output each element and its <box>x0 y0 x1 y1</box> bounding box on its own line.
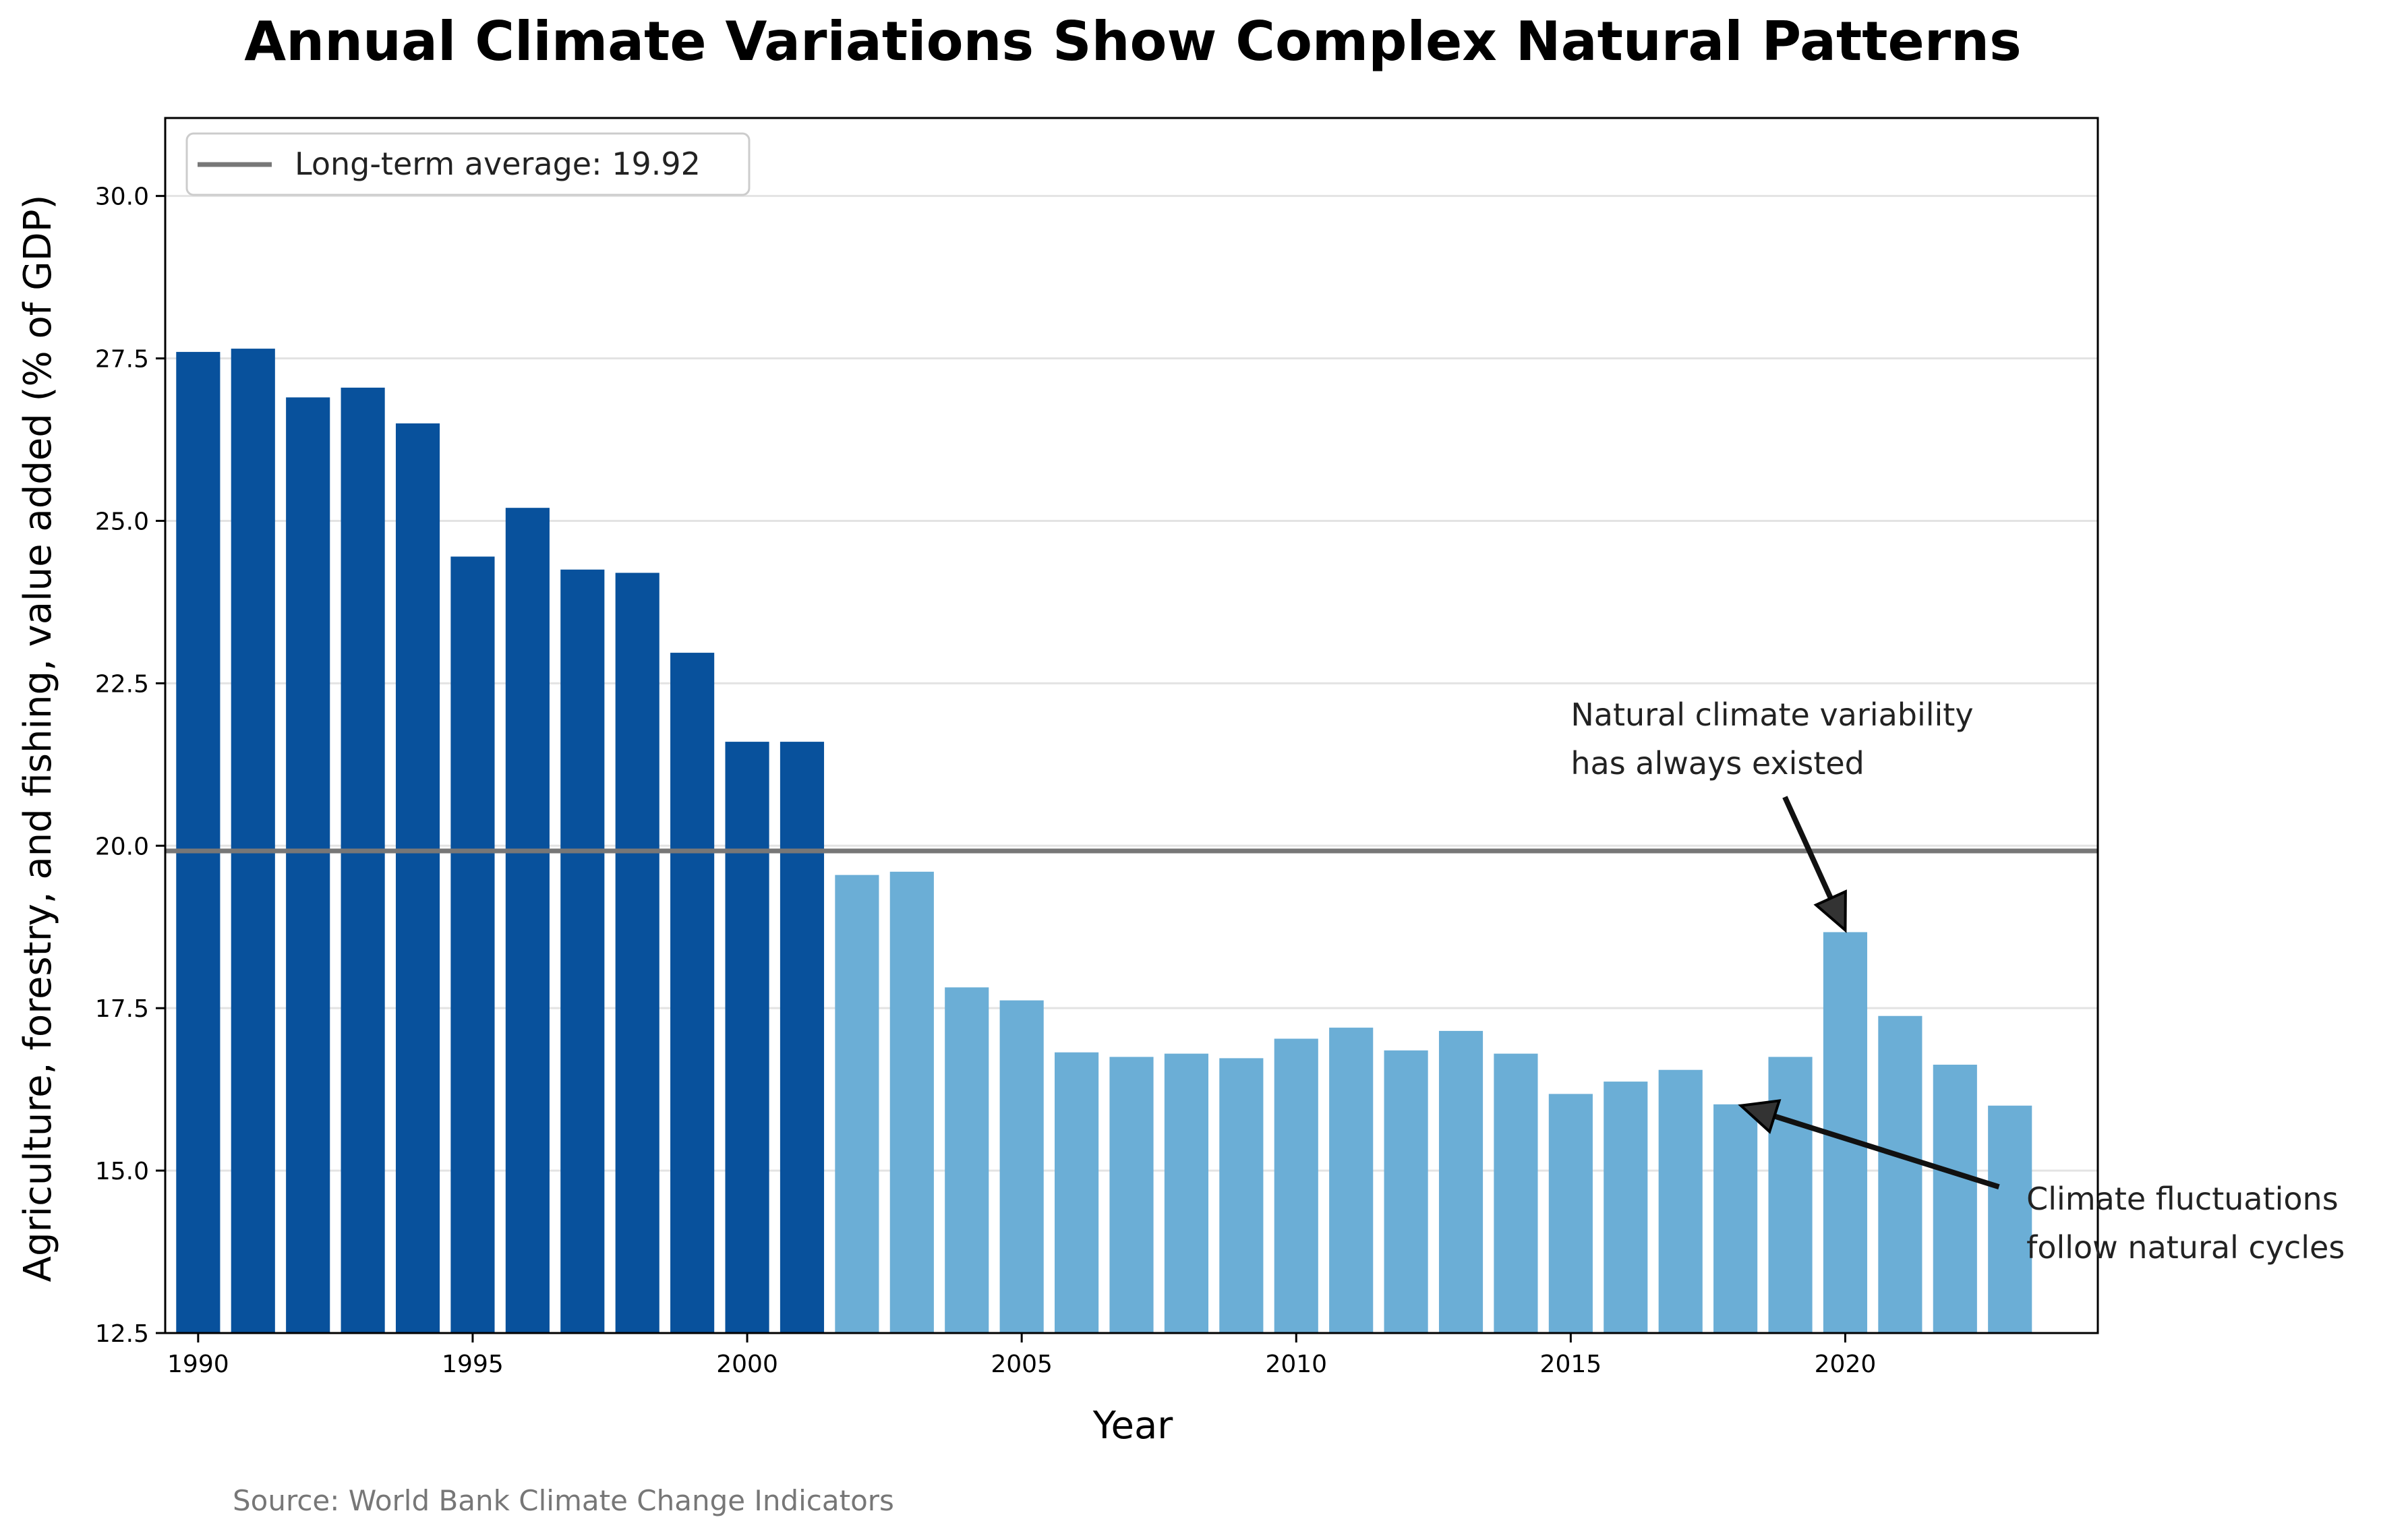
x-tick-label-2020: 2020 <box>1815 1351 1877 1378</box>
bar-2002 <box>835 875 879 1333</box>
bar-2005 <box>999 1000 1044 1333</box>
bar-1998 <box>615 572 659 1334</box>
annotation-2-line-1: Climate fluctuations <box>2026 1181 2339 1217</box>
bar-2013 <box>1438 1030 1484 1333</box>
bar-2019 <box>1768 1057 1813 1333</box>
x-tick-label-1990: 1990 <box>167 1351 229 1378</box>
bar-1990 <box>176 351 221 1333</box>
y-tick-label-15.0: 15.0 <box>95 1158 149 1185</box>
bar-2015 <box>1548 1094 1593 1333</box>
bar-2007 <box>1109 1057 1154 1333</box>
bar-2011 <box>1329 1028 1374 1333</box>
annotation-1-line-1: Natural climate variability <box>1570 697 1973 733</box>
bar-1992 <box>286 397 330 1333</box>
bar-2009 <box>1219 1058 1264 1333</box>
y-tick-label-20.0: 20.0 <box>95 833 149 860</box>
x-tick-label-1995: 1995 <box>442 1351 504 1378</box>
bar-1994 <box>395 423 440 1333</box>
legend-average-label: Long-term average: 19.92 <box>295 146 701 182</box>
bar-2023 <box>1988 1105 2032 1333</box>
y-axis-label: Agriculture, forestry, and fishing, valu… <box>16 195 60 1282</box>
annotation-arrow-shaft-1 <box>1782 796 1833 899</box>
y-tick-label-30.0: 30.0 <box>95 183 149 211</box>
legend-box <box>185 132 751 196</box>
bar-2012 <box>1384 1050 1428 1333</box>
bar-2018 <box>1713 1104 1758 1333</box>
annotation-2-line-2: follow natural cycles <box>2026 1229 2345 1266</box>
bar-2000 <box>725 742 769 1333</box>
bar-2006 <box>1055 1052 1099 1333</box>
y-tick-label-22.5: 22.5 <box>95 670 149 698</box>
bar-1993 <box>341 387 385 1333</box>
x-tick-label-2000: 2000 <box>716 1351 778 1378</box>
bar-2001 <box>780 742 825 1333</box>
bar-1999 <box>670 653 715 1333</box>
bar-2004 <box>945 987 989 1333</box>
y-tick-label-12.5: 12.5 <box>95 1320 149 1348</box>
x-axis-label: Year <box>1092 1404 1174 1448</box>
y-tick-label-25.0: 25.0 <box>95 508 149 535</box>
x-tick-label-2015: 2015 <box>1540 1351 1602 1378</box>
y-tick-label-27.5: 27.5 <box>95 346 149 374</box>
bar-1997 <box>560 569 605 1333</box>
bar-2021 <box>1878 1015 1922 1333</box>
chart-title: Annual Climate Variations Show Complex N… <box>244 10 2022 73</box>
x-tick-label-2010: 2010 <box>1265 1351 1327 1378</box>
annotation-arrow-head-1 <box>1813 889 1847 933</box>
bar-2017 <box>1658 1069 1703 1333</box>
x-tick-label-2005: 2005 <box>991 1351 1053 1378</box>
bar-1996 <box>505 508 550 1333</box>
annotation-arrow-shaft-2 <box>1773 1113 2000 1189</box>
bar-2008 <box>1164 1053 1208 1333</box>
annotation-arrow-head-2 <box>1738 1099 1782 1134</box>
source-note: Source: World Bank Climate Change Indica… <box>233 1484 894 1517</box>
plot-frame <box>164 117 2099 1334</box>
bar-1995 <box>450 556 495 1333</box>
bar-2014 <box>1494 1053 1538 1333</box>
bar-2022 <box>1933 1065 1977 1333</box>
bar-2003 <box>889 871 934 1333</box>
bar-2016 <box>1604 1082 1648 1333</box>
y-tick-label-17.5: 17.5 <box>95 995 149 1023</box>
annotation-1-line-2: has always existed <box>1570 745 1864 781</box>
bar-1991 <box>231 349 275 1334</box>
bar-2010 <box>1274 1038 1318 1333</box>
